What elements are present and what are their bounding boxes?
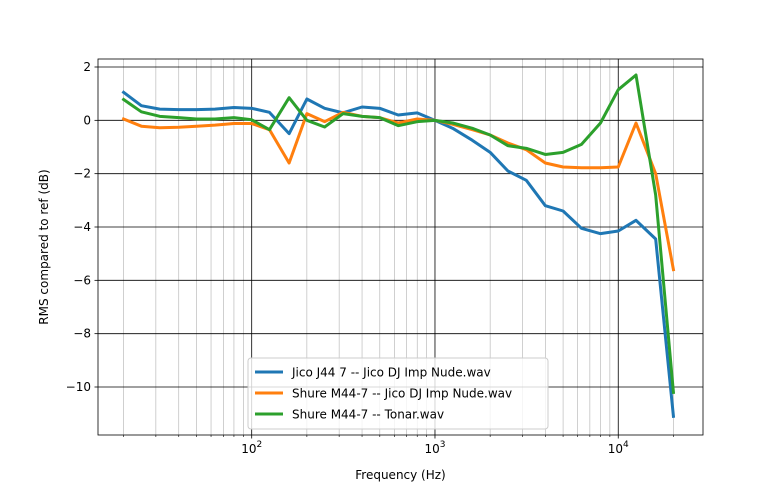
y-tick-label: 0	[83, 113, 91, 127]
series-line-3	[121, 73, 676, 394]
series-line-1	[121, 90, 676, 418]
x-tick-label: 102	[241, 440, 262, 456]
y-tick-label: −10	[66, 380, 91, 394]
legend: Jico J44 7 -- Jico DJ Imp Nude.wav Shure …	[247, 357, 549, 430]
axis-ticks: 102 103 104 2 0 −2 −4 −6 −8 −10	[66, 60, 674, 456]
series-lines	[121, 73, 676, 418]
y-tick-label: −8	[73, 327, 91, 341]
y-tick-label: −4	[73, 220, 91, 234]
y-tick-label: −2	[73, 167, 91, 181]
legend-box	[247, 357, 549, 430]
y-axis-label: RMS compared to ref (dB)	[37, 169, 51, 324]
y-tick-label: 2	[83, 60, 91, 74]
plot-frame	[97, 58, 704, 436]
x-tick-label: 104	[608, 440, 629, 456]
x-tick-label: 103	[424, 440, 445, 456]
legend-label-2: Shure M44-7 -- Jico DJ Imp Nude.wav	[292, 387, 512, 401]
y-tick-label: −6	[73, 273, 91, 287]
legend-label-3: Shure M44-7 -- Tonar.wav	[292, 408, 444, 422]
legend-label-1: Jico J44 7 -- Jico DJ Imp Nude.wav	[291, 366, 491, 380]
series-line-2	[121, 110, 676, 272]
x-axis-label: Frequency (Hz)	[355, 468, 446, 482]
